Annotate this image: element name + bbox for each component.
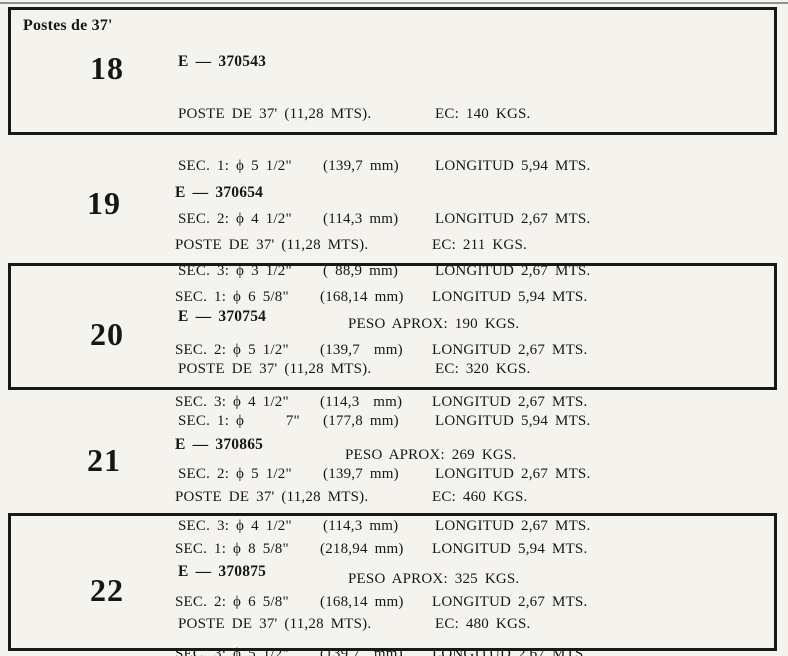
section-length: LONGITUD 2,67 MTS. [432,593,588,610]
section-spec: SEC. 1: ϕ 7" [178,413,300,429]
section-spec: SEC. 1: ϕ 6 5/8" [175,289,289,305]
section-length: LONGITUD 2,67 MTS. [432,394,588,410]
entry-title: POSTE DE 37' (11,28 MTS). [178,360,372,377]
entry-code: E — 370865 [175,436,264,453]
section-diameter-mm: (139,7 mm) [323,465,399,482]
section-row: SEC. 2: ϕ 6 5/8" (168,14 mm) LONGITUD 2,… [175,594,771,612]
section-diameter-mm: ( 88,9 mm) [323,263,399,279]
entry-specs: E — 370543 POSTE DE 37' (11,28 MTS). EC:… [178,18,768,368]
section-length: LONGITUD 2,67 MTS. [435,210,591,227]
section-diameter-mm: (139,7 mm) [320,341,403,358]
section-row: SEC. 1: ϕ 8 5/8" (218,94 mm) LONGITUD 5,… [175,541,771,559]
section-diameter-mm: (139,7 mm) [320,646,403,656]
entry-ec-weight: EC: 480 KGS. [435,615,531,632]
section-row: SEC. 1: ϕ 5 1/2" (139,7 mm) LONGITUD 5,9… [178,158,768,176]
entry-title: POSTE DE 37' (11,28 MTS). [175,488,369,505]
section-length: LONGITUD 2,67 MTS. [435,263,591,279]
section-length: LONGITUD 2,67 MTS. [435,518,591,534]
section-spec: SEC. 3: ϕ 3 1/2" [178,263,292,279]
entry-code: E — 370543 [178,53,267,70]
section-diameter-mm: (218,94 mm) [320,541,404,557]
section-row: SEC. 1: ϕ 7" (177,8 mm) LONGITUD 5,94 MT… [178,413,768,431]
section-length: LONGITUD 5,94 MTS. [432,541,588,557]
entry-title-row: POSTE DE 37' (11,28 MTS). EC: 320 KGS. [178,361,768,379]
entry-specs: E — 370654 POSTE DE 37' (11,28 MTS). EC:… [175,149,771,499]
entry-number: 18 [90,50,124,86]
entry-peso-total: PESO APROX: 190 KGS. [348,315,520,332]
section-spec: SEC. 2: ϕ 5 1/2" [175,341,289,358]
entry-number: 21 [87,442,121,478]
entry-title-row: POSTE DE 37' (11,28 MTS). EC: 480 KGS. [178,616,768,634]
entry-ec-weight: EC: 140 KGS. [435,105,531,122]
section-spec: SEC. 3: ϕ 4 1/2" [175,394,289,410]
entry-title-row: POSTE DE 37' (11,28 MTS). EC: 140 KGS. [178,106,768,124]
entry-ec-weight: EC: 320 KGS. [435,360,531,377]
entry-19: 19 E — 370654 POSTE DE 37' (11,28 MTS). … [8,143,777,463]
section-length: LONGITUD 5,94 MTS. [435,413,591,429]
section-spec: SEC. 2: ϕ 6 5/8" [175,593,289,610]
section-diameter-mm: (168,14 mm) [320,593,404,610]
catalog-section-title: Postes de 37' [23,17,113,34]
entry-number: 19 [87,185,121,221]
section-length: LONGITUD 2,67 MTS. [435,465,591,482]
section-length: LONGITUD 5,94 MTS. [432,289,588,305]
entry-peso-total: PESO APROX: 325 KGS. [348,570,520,587]
entry-title: POSTE DE 37' (11,28 MTS). [175,236,369,253]
entry-specs: E — 370754 POSTE DE 37' (11,28 MTS). EC:… [178,273,768,623]
section-row: SEC. 3: ϕ 5 1/2" (139,7 mm) LONGITUD 2,6… [175,646,771,656]
entry-18: Postes de 37' 18 E — 370543 POSTE DE 37'… [8,7,777,332]
section-row: SEC. 3: ϕ 4 1/2" (114,3 mm) LONGITUD 2,6… [178,518,768,536]
section-spec: SEC. 3: ϕ 4 1/2" [178,518,292,534]
section-length: LONGITUD 5,94 MTS. [435,158,591,174]
entry-21: 21 E — 370865 POSTE DE 37' (11,28 MTS). … [8,396,777,656]
section-length: LONGITUD 2,67 MTS. [432,341,588,358]
section-spec: SEC. 1: ϕ 5 1/2" [178,158,292,174]
page-edge-line [0,2,788,4]
section-row: SEC. 2: ϕ 5 1/2" (139,7 mm) LONGITUD 2,6… [178,466,768,484]
section-diameter-mm: (114,3 mm) [320,394,403,410]
section-row: SEC. 1: ϕ 6 5/8" (168,14 mm) LONGITUD 5,… [175,289,771,307]
entry-number: 20 [90,316,124,352]
section-length: LONGITUD 2,67 MTS. [432,646,588,656]
section-row: SEC. 3: ϕ 4 1/2" (114,3 mm) LONGITUD 2,6… [175,394,771,412]
entry-specs: E — 370875 POSTE DE 37' (11,28 MTS). EC:… [178,528,768,656]
section-diameter-mm: (177,8 mm) [323,413,399,429]
section-diameter-mm: (168,14 mm) [320,289,404,305]
entry-20: 20 E — 370754 POSTE DE 37' (11,28 MTS). … [8,263,777,587]
section-spec: SEC. 2: ϕ 5 1/2" [178,465,292,482]
entry-title-row: POSTE DE 37' (11,28 MTS). EC: 211 KGS. [175,237,771,255]
entry-title: POSTE DE 37' (11,28 MTS). [178,105,372,122]
section-row: SEC. 2: ϕ 5 1/2" (139,7 mm) LONGITUD 2,6… [175,342,771,360]
entry-title: POSTE DE 37' (11,28 MTS). [178,615,372,632]
entry-ec-weight: EC: 460 KGS. [432,488,528,505]
section-diameter-mm: (114,3 mm) [323,210,399,227]
entry-code: E — 370654 [175,184,264,201]
entry-code: E — 370754 [178,308,267,325]
entry-22: 22 E — 370875 POSTE DE 37' (11,28 MTS). … [8,513,777,651]
entry-number: 22 [90,572,124,608]
section-spec: SEC. 1: ϕ 8 5/8" [175,541,289,557]
section-spec: SEC. 2: ϕ 4 1/2" [178,210,292,227]
section-row: SEC. 2: ϕ 4 1/2" (114,3 mm) LONGITUD 2,6… [178,211,768,229]
section-diameter-mm: (139,7 mm) [323,158,399,174]
section-diameter-mm: (114,3 mm) [323,518,399,534]
section-row: SEC. 3: ϕ 3 1/2" ( 88,9 mm) LONGITUD 2,6… [178,263,768,281]
entry-specs: E — 370865 POSTE DE 37' (11,28 MTS). EC:… [175,401,771,656]
section-spec: SEC. 3: ϕ 5 1/2" [175,646,289,656]
entry-ec-weight: EC: 211 KGS. [432,236,527,253]
entry-peso-total: PESO APROX: 269 KGS. [345,446,517,463]
entry-title-row: POSTE DE 37' (11,28 MTS). EC: 460 KGS. [175,489,771,507]
entry-code: E — 370875 [178,563,267,580]
